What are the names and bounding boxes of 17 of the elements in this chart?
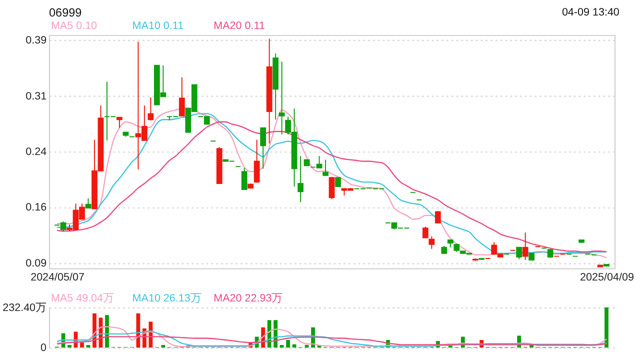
y-tick-label: 0.31 (26, 90, 47, 102)
text: MA5 0.10 (50, 20, 98, 32)
y-tick-label: 0.39 (26, 34, 47, 47)
text: MA20 22.93万 (214, 292, 283, 305)
y-tick-label: 0.09 (26, 257, 47, 270)
text: MA10 0.11 (132, 20, 184, 32)
text: MA20 0.11 (214, 20, 265, 32)
x-tick-label: 2025/04/09 (580, 271, 634, 284)
text: MA5 49.04万 (50, 292, 114, 305)
chart-title: 06999 (49, 6, 82, 20)
y-tick-label: 0.24 (26, 146, 47, 158)
y-tick-label: 0 (40, 342, 47, 354)
x-tick-label: 2024/05/07 (30, 271, 84, 284)
text: 04-09 13:40 (562, 6, 620, 18)
y-tick-label: 232.40万 (2, 302, 47, 314)
text: MA10 26.13万 (132, 292, 202, 305)
y-tick-label: 0.16 (26, 202, 47, 214)
